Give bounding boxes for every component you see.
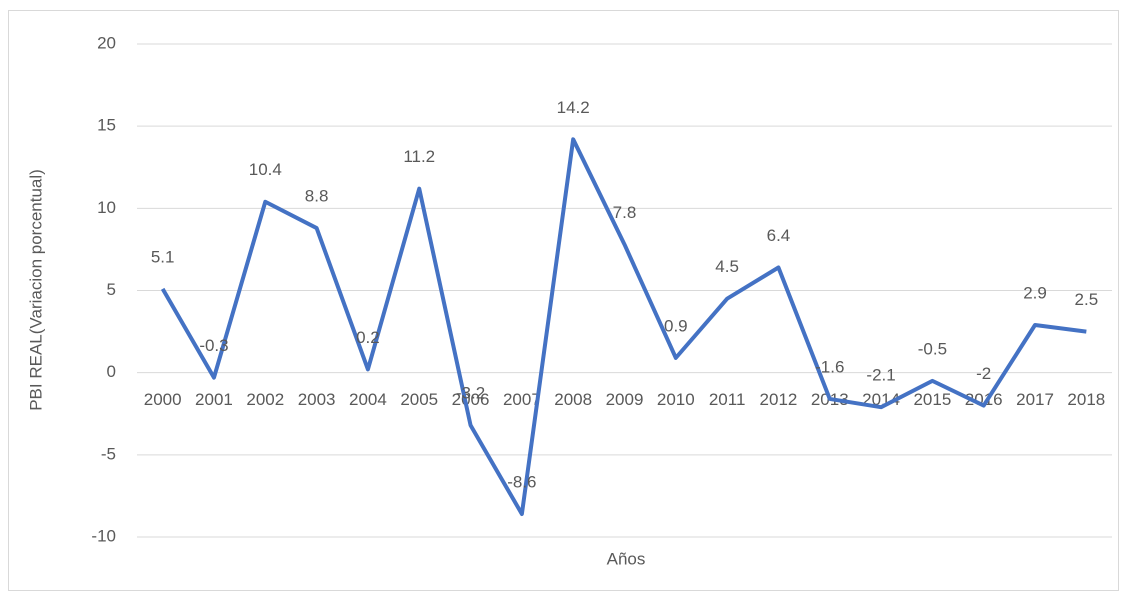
x-tick-label: 2004 (349, 390, 387, 409)
y-tick-label: 0 (107, 362, 116, 381)
data-label: 0.9 (664, 316, 688, 335)
series-line (160, 137, 1087, 516)
x-tick-label: 2017 (1016, 390, 1054, 409)
x-tick-label: 2018 (1067, 390, 1105, 409)
x-tick-label: 2005 (400, 390, 438, 409)
x-axis-title: Años (607, 549, 646, 568)
data-label: 7.8 (613, 203, 637, 222)
x-tick-label: 2006 (452, 390, 490, 409)
data-label: 11.2 (403, 147, 435, 166)
x-tick-label: 2008 (554, 390, 592, 409)
x-tick-label: 2015 (913, 390, 951, 409)
y-tick-label: 15 (97, 116, 116, 135)
y-axis-title: PBI REAL(Variacion porcentual) (26, 169, 45, 411)
y-tick-label: -5 (101, 444, 116, 463)
data-label: 2.9 (1023, 283, 1047, 302)
data-label: 14.2 (557, 98, 590, 117)
data-label: 2.5 (1075, 290, 1099, 309)
data-label: 8.8 (305, 187, 329, 206)
data-label: -0.5 (918, 339, 947, 358)
x-tick-label: 2002 (246, 390, 284, 409)
data-label: 4.5 (715, 257, 739, 276)
x-tick-label: 2001 (195, 390, 233, 409)
data-label: 0.2 (356, 328, 380, 347)
data-label: -1.6 (815, 357, 844, 376)
x-tick-label: 2012 (760, 390, 798, 409)
x-tick-label: 2011 (709, 390, 746, 409)
data-label: 6.4 (767, 226, 791, 245)
x-tick-label: 2003 (298, 390, 336, 409)
data-label: -0.3 (199, 336, 228, 355)
chart-border (8, 10, 1119, 591)
y-tick-label: 10 (97, 198, 116, 217)
y-tick-label: -10 (91, 526, 116, 545)
x-tick-label: 2007 (503, 390, 541, 409)
y-tick-label: 5 (107, 280, 116, 299)
data-label: 10.4 (249, 160, 282, 179)
y-tick-label: 20 (97, 33, 116, 52)
x-tick-label: 2000 (144, 390, 182, 409)
x-tick-label: 2016 (965, 390, 1003, 409)
data-label: -8.6 (507, 472, 536, 491)
data-label: 5.1 (151, 247, 175, 266)
data-label: -2 (976, 364, 991, 383)
data-label: -2.1 (866, 366, 895, 385)
x-tick-label: 2009 (606, 390, 644, 409)
data-label: -3.2 (456, 384, 485, 403)
x-tick-label: 2010 (657, 390, 695, 409)
